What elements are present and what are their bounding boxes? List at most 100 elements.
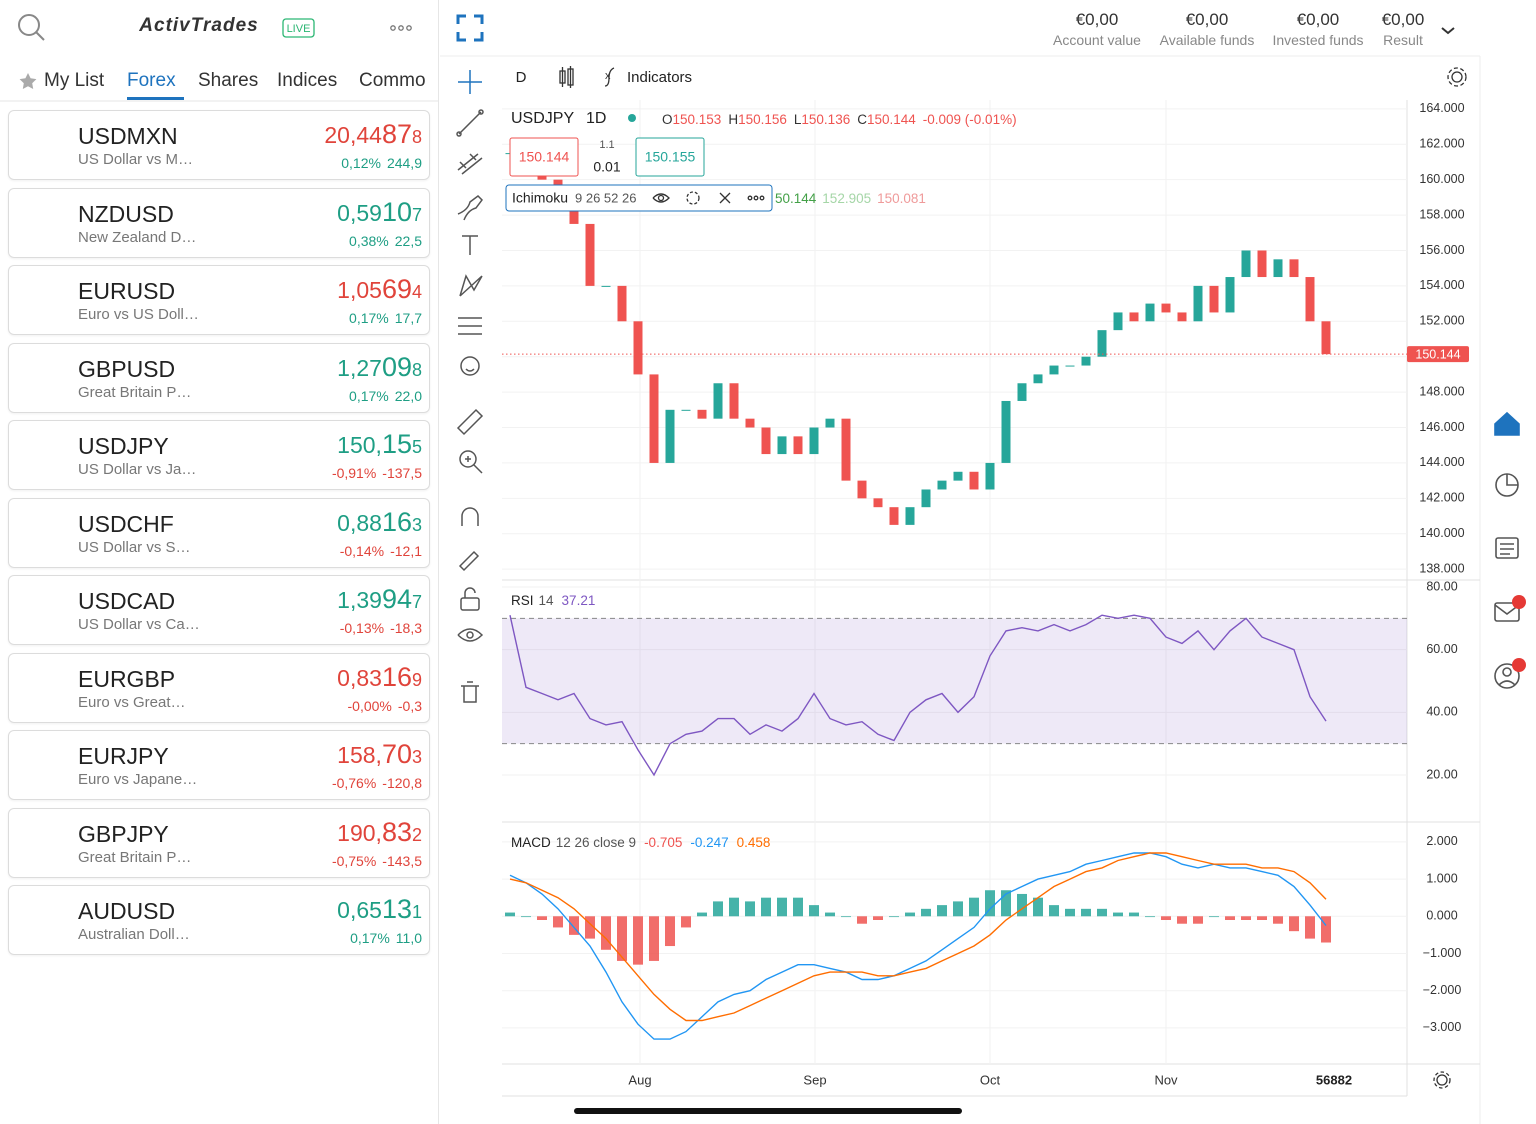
histogram-bar	[921, 908, 931, 917]
instrument-row[interactable]: EURGBP Euro vs Great… 0,83169 -0,00% -0,3	[8, 652, 430, 723]
x-tick-label: Oct	[980, 1072, 1001, 1087]
bid-box[interactable]	[509, 137, 579, 177]
change-points: -143,5	[382, 852, 422, 869]
fullscreen-icon[interactable]	[456, 14, 484, 42]
instrument-row[interactable]: USDCHF US Dollar vs S… 0,88163 -0,14% -12,1	[8, 497, 430, 568]
change-points: -137,5	[382, 465, 422, 481]
candle	[921, 489, 931, 508]
instrument-row[interactable]: AUDUSD Australian Doll… 0,65131 0,17% 11,0	[8, 885, 430, 955]
toolbar-icons[interactable]	[559, 27, 1467, 1089]
histogram-bar	[777, 897, 787, 917]
histogram-bar	[873, 916, 883, 920]
tab[interactable]: Forex	[127, 70, 176, 91]
instrument-name: Euro vs Japane…	[78, 771, 198, 788]
histogram-bar	[1305, 916, 1315, 939]
candle	[905, 507, 915, 525]
x-tick-label: Nov	[1154, 1072, 1178, 1087]
histogram-bar	[585, 916, 595, 939]
instrument-name: Great Britain P…	[78, 848, 192, 866]
tab[interactable]: Commo	[359, 70, 426, 91]
candle	[1017, 383, 1027, 401]
tab[interactable]: My List	[44, 70, 105, 91]
more-icon[interactable]	[390, 25, 412, 31]
instrument-name: Euro vs Great…	[78, 693, 186, 711]
ohlc-value: 150.144	[867, 112, 916, 127]
candle	[1161, 303, 1171, 313]
histogram-bar	[825, 912, 835, 917]
symbol: GBPUSD	[78, 355, 176, 382]
instrument-row[interactable]: USDJPY US Dollar vs Ja… 150,155 -0,91% -137,…	[8, 420, 430, 490]
tab[interactable]: Shares	[198, 70, 259, 91]
candle	[841, 418, 851, 481]
candle	[665, 409, 675, 463]
ask-price: 150.155	[645, 149, 696, 165]
change-percent: 0,12%	[341, 155, 381, 171]
ohlc-value: 150.153	[673, 112, 722, 127]
candle	[1049, 365, 1059, 375]
histogram-bar	[1321, 916, 1331, 943]
candle	[1257, 250, 1267, 278]
instrument-name: US Dollar vs S…	[78, 538, 191, 556]
y-tick-label: 2.000	[1426, 834, 1457, 848]
overlay-legend-box	[505, 184, 773, 212]
symbol: NZDUSD	[78, 200, 174, 227]
side-nav[interactable]	[1494, 411, 1520, 689]
overlay-name: Ichimoku	[512, 190, 568, 206]
indicator-name: MACD	[511, 835, 551, 850]
price: 20,44878	[324, 119, 422, 149]
change-percent: -0,91%	[331, 465, 377, 481]
instrument-row[interactable]: USDCAD US Dollar vs Ca… 1,39947 -0,13% -18,3	[8, 575, 430, 645]
symbol: USDCHF	[78, 510, 174, 537]
overlay-values: 50.144 152.905 150.081	[775, 191, 926, 206]
indicator-value: 0.458	[737, 835, 771, 850]
gear-icon	[686, 191, 700, 205]
candle	[1177, 312, 1187, 322]
candle	[649, 374, 659, 463]
change: -0,75% -143,5	[332, 853, 422, 869]
instrument-name: US Dollar vs Ca…	[78, 616, 200, 633]
candle	[937, 480, 947, 490]
drawing-tools[interactable]	[456, 70, 484, 703]
histogram-bar	[761, 897, 771, 917]
histogram-bar	[1017, 893, 1027, 917]
overlay-controls[interactable]	[652, 191, 765, 205]
candle	[857, 480, 867, 499]
instrument-row[interactable]: GBPUSD Great Britain P… 1,27098 0,17% 22,0	[8, 342, 430, 413]
y-tick-label: 80.00	[1426, 579, 1457, 593]
account-item: €0,00 Account value	[1053, 10, 1141, 48]
histogram-bar	[1177, 916, 1187, 924]
histogram-bar	[889, 916, 899, 918]
instrument-row[interactable]: GBPJPY Great Britain P… 190,832 -0,75% -143,…	[8, 807, 430, 878]
candle	[729, 383, 739, 419]
change-percent: -0,13%	[339, 620, 385, 636]
change: -0,14% -12,1	[340, 543, 422, 559]
price: 0,88163	[337, 506, 422, 537]
account-label: Invested funds	[1272, 32, 1364, 48]
tab[interactable]: Indices	[277, 70, 338, 91]
change: 0,12% 244,9	[341, 155, 422, 171]
instrument-row[interactable]: EURUSD Euro vs US Doll… 1,05694 0,17% 17,7	[8, 265, 430, 335]
ohlc-legend: O150.153 H150.156 L150.136 C150.144 -0.009 (…	[662, 112, 1017, 127]
search-icon[interactable]	[18, 14, 45, 41]
histogram-bar	[681, 916, 691, 928]
symbol: GBPJPY	[78, 820, 169, 847]
eye-icon	[652, 193, 670, 203]
market-status	[628, 114, 636, 122]
logo: ActivTrades	[138, 15, 258, 36]
y-tick-label: 1.000	[1426, 871, 1457, 885]
interval-button[interactable]: D	[516, 69, 527, 86]
instrument-row[interactable]: EURJPY Euro vs Japane… 158,703 -0,76% -120,8	[8, 730, 430, 800]
indicator-value: -0.705	[644, 835, 682, 850]
indicators-button[interactable]: Indicators	[627, 69, 692, 86]
price: 158,703	[337, 739, 422, 769]
ohlc-value: 150.156	[738, 112, 787, 127]
ask-box[interactable]	[635, 137, 705, 177]
instrument-row[interactable]: USDMXN US Dollar vs M… 20,44878 0,12% 244,9	[8, 110, 430, 180]
live-badge: LIVE	[287, 23, 311, 35]
indicator-params: 14	[539, 593, 555, 608]
histogram-bar	[953, 901, 963, 917]
histogram-bar	[1193, 916, 1203, 924]
instrument-row[interactable]: NZDUSD New Zealand D… 0,59107 0,38% 22,5	[8, 187, 430, 258]
y-tick-label: 160.000	[1419, 172, 1464, 186]
